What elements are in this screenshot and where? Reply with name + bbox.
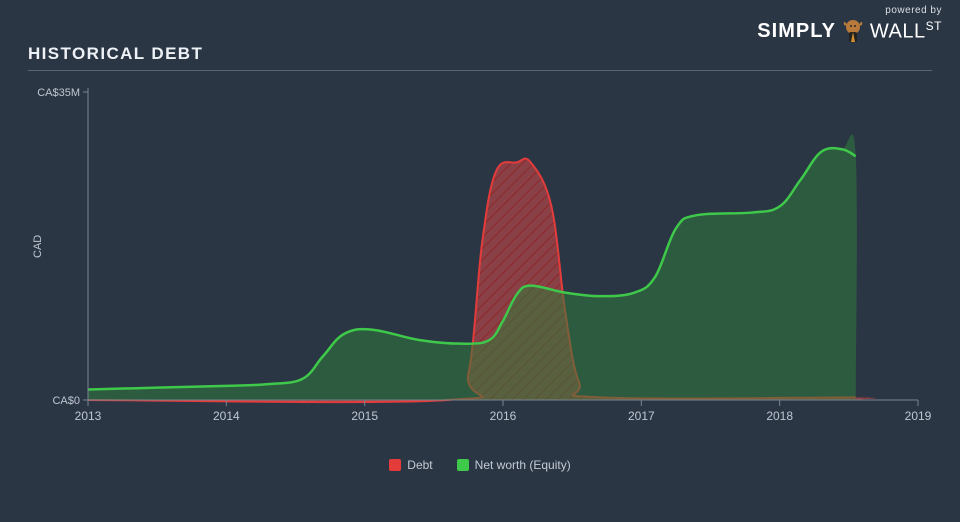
chart-surface: 2013 2014 2015 2016 2017 2018 2019 CA$0 CA$35M C…: [28, 80, 932, 440]
x-tick-label: 2018: [766, 409, 793, 423]
y-tick-label: CA$35M: [37, 87, 80, 99]
legend-swatch: [457, 459, 469, 471]
powered-by-label: powered by: [757, 6, 942, 16]
brand-wallst: WALLST: [870, 20, 942, 42]
x-tick-label: 2019: [905, 409, 932, 423]
chart-title: HISTORICAL DEBT: [28, 44, 932, 64]
chart-legend: Debt Net worth (Equity): [0, 458, 960, 472]
equity-area: [88, 134, 857, 400]
historical-debt-chart: 2013 2014 2015 2016 2017 2018 2019 CA$0 CA$35M: [28, 80, 932, 440]
x-tick-label: 2013: [75, 409, 102, 423]
legend-label: Net worth (Equity): [475, 458, 571, 472]
y-axis-label: CAD: [32, 235, 44, 258]
legend-item-debt: Debt: [389, 458, 432, 472]
bull-icon: [840, 18, 866, 44]
y-tick-label: CA$0: [52, 395, 80, 407]
x-tick-label: 2014: [213, 409, 240, 423]
x-tick-label: 2017: [628, 409, 655, 423]
x-tick-label: 2015: [351, 409, 378, 423]
legend-item-equity: Net worth (Equity): [457, 458, 571, 472]
x-tick-label: 2016: [490, 409, 517, 423]
chart-header: HISTORICAL DEBT: [28, 44, 932, 71]
legend-label: Debt: [407, 458, 432, 472]
brand-simply: SIMPLY: [757, 21, 836, 41]
legend-swatch: [389, 459, 401, 471]
title-divider: [28, 70, 932, 71]
branding: powered by SIMPLY WALLST: [757, 6, 942, 44]
